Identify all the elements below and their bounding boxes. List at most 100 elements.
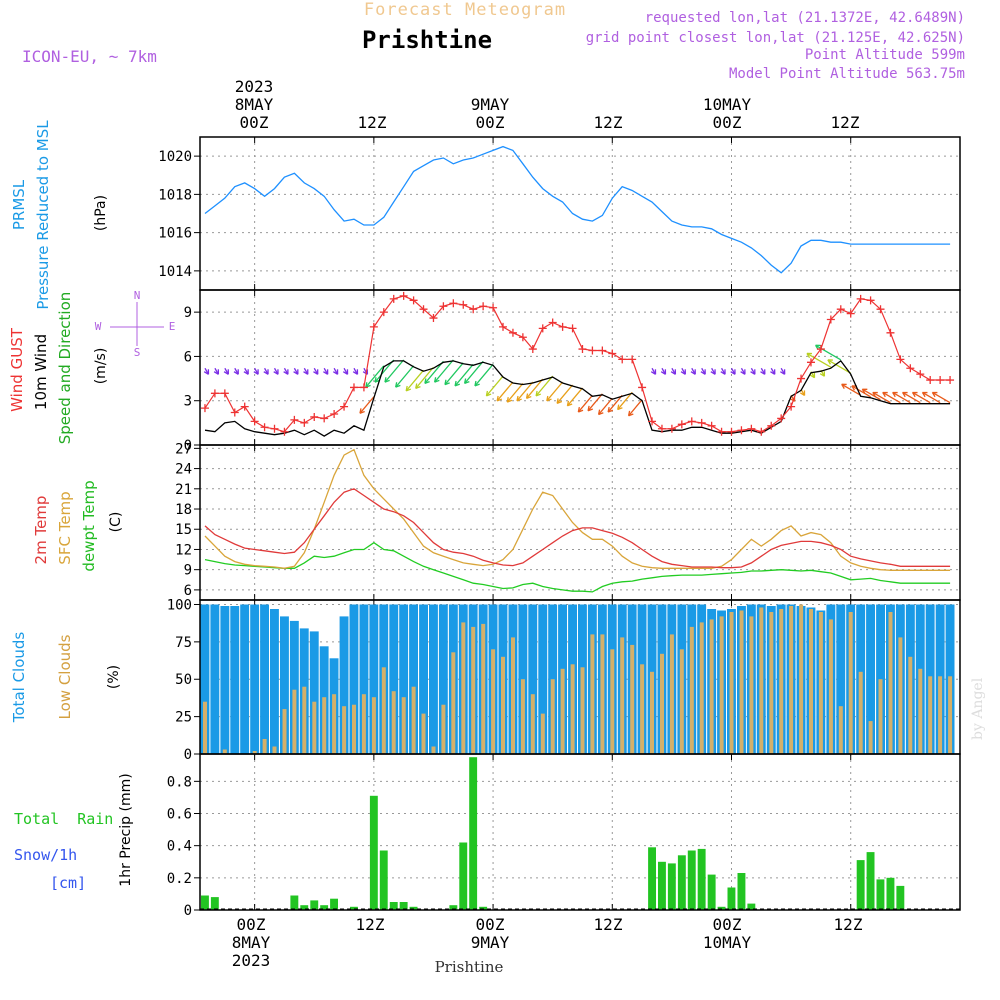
wind-arrow-head xyxy=(273,369,279,375)
gust-marker xyxy=(717,427,726,436)
wind-direction-arrow xyxy=(546,381,564,402)
gust-marker xyxy=(816,345,825,354)
total-clouds-bar xyxy=(280,616,289,754)
pressure-label-1: PRMSL xyxy=(10,179,28,230)
rain-bar xyxy=(310,900,319,910)
wind-arrow-head xyxy=(861,388,868,394)
gust-marker xyxy=(369,322,378,331)
gust-marker xyxy=(230,408,239,417)
compass-e: E xyxy=(169,320,176,333)
bottom-day-4: 10MAY xyxy=(703,933,752,952)
wind-direction-arrow xyxy=(617,391,633,410)
gust-marker xyxy=(797,374,806,383)
rain-bar xyxy=(409,906,418,910)
wind-arrow-head xyxy=(213,369,220,375)
wind-arrow-head xyxy=(902,391,908,398)
wind-direction-arrow xyxy=(424,360,444,384)
top-hour-4: 00Z xyxy=(713,113,742,132)
panel-border xyxy=(199,753,961,911)
low-clouds-bar xyxy=(729,612,734,754)
low-clouds-bar xyxy=(222,749,227,754)
gust-marker xyxy=(399,291,408,300)
gust-marker xyxy=(469,305,478,314)
wind-arrow-head xyxy=(670,369,677,375)
low-clouds-bar xyxy=(600,634,605,754)
wind-arrow-head xyxy=(650,369,657,375)
top-day-0: 8MAY xyxy=(235,95,274,114)
total-clouds-bar xyxy=(240,604,250,754)
rain-bar xyxy=(697,848,706,910)
bottom-hour-2: 00Z xyxy=(476,915,505,934)
gust-marker xyxy=(916,370,925,379)
rain-bar xyxy=(449,905,458,910)
total-clouds-bar xyxy=(438,604,448,754)
ytick-label: 0 xyxy=(184,747,192,763)
gust-marker xyxy=(777,414,786,423)
wind-arrow-head xyxy=(283,369,289,375)
gust-marker xyxy=(508,328,517,337)
gust-marker xyxy=(359,383,368,392)
low-clouds-bar xyxy=(878,679,883,754)
wind-arrow-head xyxy=(690,369,696,375)
gust-marker xyxy=(697,418,706,427)
precip-panel-labels: Total Rain Snow/1h [cm] 1hr Precip (mm) xyxy=(14,773,134,892)
wind-direction-arrow xyxy=(862,388,881,401)
wind-direction-arrow xyxy=(444,362,464,386)
panel-1: 0 3 6 9 xyxy=(184,290,960,454)
ytick-label: 21 xyxy=(175,482,192,498)
gust-marker xyxy=(638,383,647,392)
wind-arrow-head xyxy=(474,380,480,387)
wind-arrow-head xyxy=(921,391,928,398)
ytick-label: 9 xyxy=(184,563,192,579)
gust-marker xyxy=(618,355,627,364)
ytick-label: 6 xyxy=(184,349,192,365)
wind-arrow-head xyxy=(253,369,259,375)
bottom-hour-0: 00Z xyxy=(237,915,266,934)
temp-sfc-label: SFC Temp xyxy=(56,491,74,564)
low-clouds-bar xyxy=(699,622,704,754)
rain-bar xyxy=(389,902,398,910)
low-clouds-bar xyxy=(441,704,446,754)
wind-direction-arrow xyxy=(806,352,832,368)
total-clouds-bar xyxy=(389,604,399,754)
gust-marker xyxy=(747,424,756,433)
forecast-subtitle: Forecast Meteogram xyxy=(364,0,566,20)
wind-arrow-head xyxy=(203,369,210,375)
point-altitude: Point Altitude 599m xyxy=(805,47,965,63)
wind-arrow-head xyxy=(577,407,584,413)
low-clouds-bar xyxy=(371,697,376,754)
ytick-label: 0.8 xyxy=(167,774,192,790)
gust-marker xyxy=(906,364,915,373)
rain-bar xyxy=(300,905,309,910)
wind-direction-arrow xyxy=(485,375,504,397)
low-clouds-bar xyxy=(739,610,744,754)
low-clouds-bar xyxy=(550,679,555,754)
rain-bar xyxy=(290,895,299,910)
low-clouds-bar xyxy=(451,652,456,754)
wind-arrow-head xyxy=(566,400,573,407)
wind-arrow-head xyxy=(395,382,401,388)
gust-marker xyxy=(250,417,259,426)
gust-marker xyxy=(379,308,388,317)
panel-border xyxy=(199,136,961,291)
low-clouds-bar xyxy=(292,689,297,754)
gust-marker xyxy=(419,305,428,314)
gust-marker xyxy=(200,404,209,413)
low-clouds-bar xyxy=(799,604,804,754)
temp-2m-label: 2m Temp xyxy=(32,496,50,565)
wind-direction-arrow xyxy=(598,397,613,415)
wind-arrow-head xyxy=(424,378,430,385)
low-clouds-bar xyxy=(928,676,933,754)
wind-arrow-head xyxy=(911,391,918,398)
ytick-label: 0.4 xyxy=(167,839,192,855)
compass-rose-icon xyxy=(110,302,164,346)
wind-arrow-head xyxy=(770,369,776,375)
total-clouds-bar xyxy=(369,604,379,754)
bottom-hour-3: 12Z xyxy=(594,915,623,934)
wind-arrow-head xyxy=(556,398,563,404)
rain-bar xyxy=(379,850,388,910)
gust-marker xyxy=(499,322,508,331)
gust-marker xyxy=(936,376,945,385)
total-clouds-bar xyxy=(200,604,210,754)
rain-bar xyxy=(320,905,329,910)
